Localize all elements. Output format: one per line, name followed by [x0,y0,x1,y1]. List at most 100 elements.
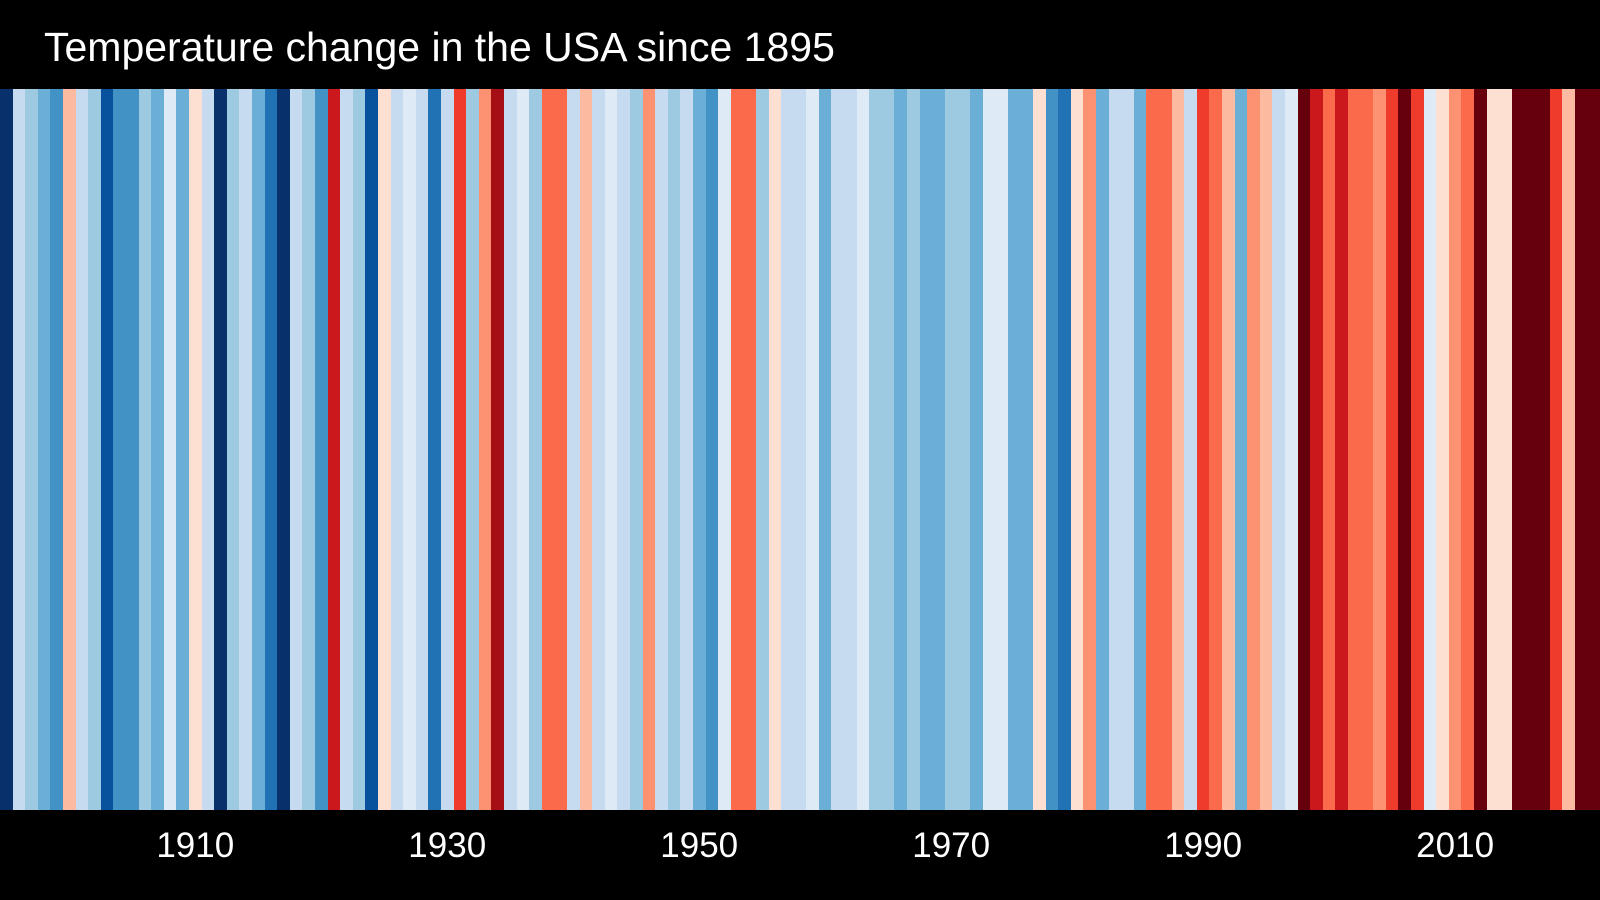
stripe-1924 [365,89,379,810]
stripe-1940 [566,89,581,810]
stripe-1947 [655,89,669,810]
x-tick-label: 1970 [912,826,991,865]
stripe-1901 [75,89,89,810]
x-tick-label: 1930 [408,826,487,865]
stripe-1988 [1171,89,1185,810]
stripe-1950 [692,89,707,810]
stripe-2012 [1474,89,1488,810]
stripe-1965 [881,89,896,810]
stripe-1953 [730,89,744,810]
stripe-1903 [100,89,114,810]
stripe-2013 [1486,89,1500,810]
stripe-1920 [314,89,329,810]
stripe-1909 [176,89,190,810]
stripe-1915 [251,89,266,810]
stripe-1918 [289,89,303,810]
stripe-2006 [1398,89,1412,810]
stripe-1954 [743,89,757,810]
stripe-1933 [478,89,492,810]
stripe-1985 [1133,89,1148,810]
stripe-1966 [894,89,908,810]
stripe-1972 [970,89,984,810]
stripe-2015 [1511,89,1525,810]
stripe-1946 [642,89,656,810]
stripe-1996 [1272,89,1286,810]
stripe-1925 [377,89,392,810]
stripe-1906 [138,89,152,810]
stripe-2017 [1537,89,1551,810]
stripe-1951 [705,89,719,810]
stripe-1981 [1083,89,1097,810]
stripe-1916 [264,89,278,810]
stripe-1922 [340,89,354,810]
stripe-1936 [516,89,530,810]
stripe-1907 [151,89,165,810]
stripe-2016 [1524,89,1538,810]
stripe-1978 [1045,89,1059,810]
stripe-2008 [1423,89,1437,810]
stripe-1900 [62,89,77,810]
stripe-1987 [1159,89,1173,810]
stripe-1927 [403,89,417,810]
stripe-1980 [1070,89,1085,810]
stripe-1914 [239,89,253,810]
stripe-1964 [869,89,883,810]
stripe-1968 [919,89,933,810]
stripe-1896 [12,89,26,810]
stripe-1938 [541,89,555,810]
stripe-1989 [1184,89,1198,810]
stripe-1955 [755,89,770,810]
stripe-1986 [1146,89,1160,810]
stripe-1994 [1247,89,1261,810]
stripe-1945 [629,89,644,810]
stripe-1975 [1007,89,1022,810]
stripe-1962 [844,89,858,810]
stripe-1913 [226,89,240,810]
stripe-1952 [718,89,732,810]
stripe-1948 [667,89,681,810]
stripe-1949 [680,89,694,810]
stripe-2021 [1587,89,1600,810]
stripe-1969 [932,89,946,810]
stripe-1958 [793,89,807,810]
stripe-1905 [125,89,140,810]
stripe-1934 [491,89,505,810]
stripe-2014 [1499,89,1513,810]
stripe-1929 [428,89,442,810]
stripe-1970 [944,89,959,810]
stripe-2004 [1373,89,1387,810]
stripe-1977 [1033,89,1047,810]
stripe-1998 [1297,89,1311,810]
stripe-1942 [592,89,606,810]
stripe-1979 [1058,89,1072,810]
stripe-1911 [201,89,215,810]
stripe-2002 [1348,89,1362,810]
stripe-1959 [806,89,820,810]
x-tick-label: 1990 [1164,826,1243,865]
stripe-1931 [453,89,467,810]
stripe-1941 [579,89,593,810]
x-tick-label: 1910 [156,826,235,865]
chart-title: Temperature change in the USA since 1895 [44,24,835,70]
stripe-1928 [415,89,429,810]
stripe-1957 [781,89,795,810]
stripe-2011 [1461,89,1475,810]
stripe-1963 [856,89,870,810]
stripe-2007 [1411,89,1425,810]
stripe-1974 [995,89,1009,810]
stripe-2018 [1549,89,1563,810]
stripe-1895 [0,89,14,810]
stripe-2001 [1335,89,1349,810]
x-tick-label: 2010 [1416,826,1495,865]
stripe-1999 [1310,89,1324,810]
warming-stripes [0,89,1600,810]
stripe-1944 [617,89,631,810]
stripe-1976 [1020,89,1034,810]
stripe-1917 [277,89,291,810]
stripe-1899 [50,89,64,810]
stripe-1983 [1108,89,1122,810]
stripe-1898 [37,89,51,810]
stripe-1939 [554,89,568,810]
stripe-1992 [1222,89,1236,810]
stripe-1930 [440,89,455,810]
